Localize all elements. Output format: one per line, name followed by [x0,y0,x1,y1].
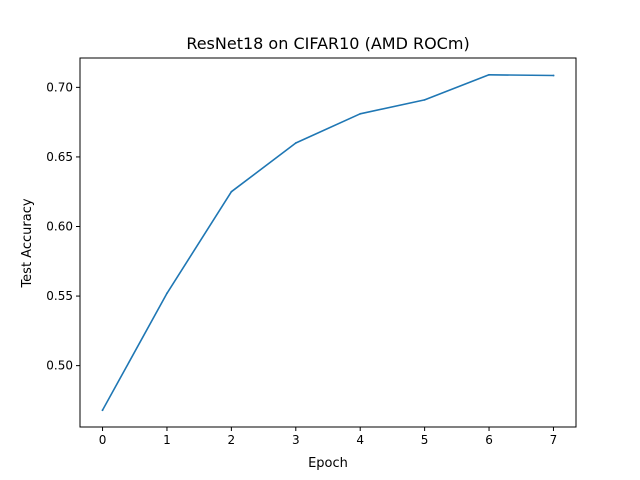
x-axis-label: Epoch [308,456,348,471]
x-tick-label: 5 [421,433,429,447]
x-tick-label: 1 [163,433,171,447]
axes-frame [79,57,577,428]
data-point [230,190,233,193]
y-tick-label: 0.70 [46,80,73,94]
data-point [423,98,426,101]
y-axis-ticks: 0.50 0.55 0.60 0.65 0.70 [46,80,80,373]
data-point [166,292,168,295]
data-point [488,73,490,76]
x-tick-label: 2 [228,433,236,447]
data-point [359,112,362,115]
data-point [101,409,104,412]
y-tick-label: 0.55 [46,289,73,303]
x-tick-label: 7 [550,433,558,447]
series-layer [101,73,555,412]
x-tick-label: 3 [292,433,300,447]
y-tick-label: 0.65 [46,150,73,164]
plot-area: 0 1 2 3 4 5 6 7 0.50 0.55 0.60 0.65 0.70 [46,57,577,447]
chart-title: ResNet18 on CIFAR10 (AMD ROCm) [186,34,469,53]
y-axis-label: Test Accuracy [20,198,35,288]
x-tick-label: 4 [356,433,364,447]
x-tick-label: 6 [485,433,493,447]
y-tick-label: 0.50 [46,359,73,373]
x-tick-label: 0 [99,433,107,447]
data-point [294,142,297,144]
data-point [552,74,555,77]
series-line-0 [101,74,555,412]
x-axis-ticks: 0 1 2 3 4 5 6 7 [99,427,558,447]
y-tick-label: 0.60 [46,219,73,233]
